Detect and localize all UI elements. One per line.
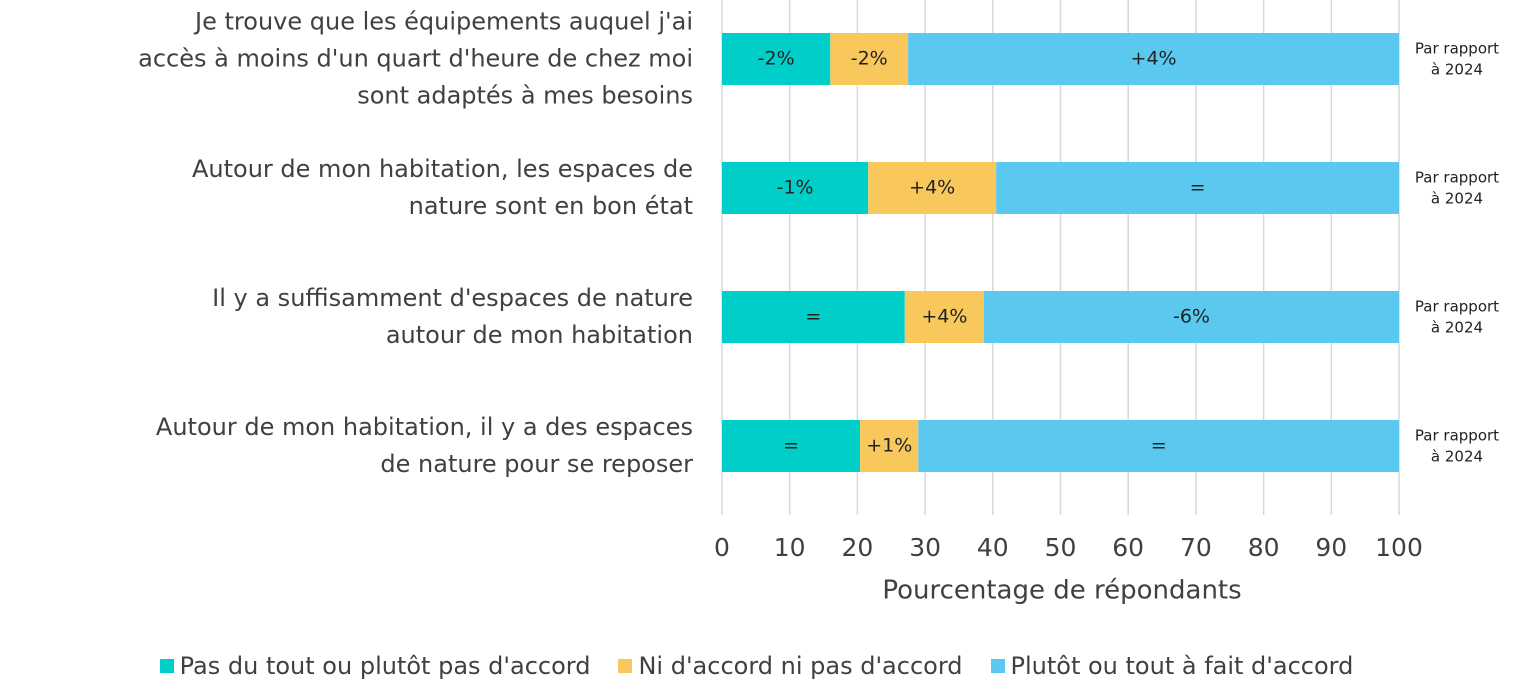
change-label: = xyxy=(805,306,821,328)
x-tick-label: 80 xyxy=(1248,533,1280,562)
category-label: Je trouve que les équipements auquel j'a… xyxy=(138,7,693,110)
x-tick-label: 70 xyxy=(1180,533,1212,562)
x-tick-label: 100 xyxy=(1375,533,1423,562)
legend-label: Pas du tout ou plutôt pas d'accord xyxy=(179,652,591,680)
bar-segment xyxy=(983,291,1399,343)
legend-label: Ni d'accord ni pas d'accord xyxy=(638,652,963,680)
x-tick-label: 10 xyxy=(774,533,806,562)
bar-segment xyxy=(860,420,919,472)
annotation: à 2024 xyxy=(1431,319,1483,337)
x-tick-label: 90 xyxy=(1315,533,1347,562)
bar-segment xyxy=(722,162,869,214)
bar-segment xyxy=(830,33,909,85)
bar-segment xyxy=(868,162,997,214)
legend: Pas du tout ou plutôt pas d'accord Ni d'a… xyxy=(0,652,1513,680)
bar-segment xyxy=(722,420,861,472)
x-tick-label: 0 xyxy=(714,533,730,562)
annotation: à 2024 xyxy=(1431,448,1483,466)
change-label: = xyxy=(783,435,799,457)
x-axis-title: Pourcentage de répondants xyxy=(882,576,1241,606)
legend-item: Pas du tout ou plutôt pas d'accord xyxy=(159,652,591,680)
legend-item: Ni d'accord ni pas d'accord xyxy=(618,652,963,680)
bar-segment xyxy=(722,291,905,343)
annotation: Par rapport xyxy=(1415,40,1499,58)
legend-swatch xyxy=(990,659,1005,673)
x-tick-label: 20 xyxy=(841,533,873,562)
bar-segment xyxy=(908,33,1399,85)
category-label: Autour de mon habitation, il y a des esp… xyxy=(155,413,693,478)
change-label: -2% xyxy=(758,48,795,70)
x-tick-label: 50 xyxy=(1045,533,1077,562)
annotation: Par rapport xyxy=(1415,298,1499,316)
legend-swatch xyxy=(618,659,633,673)
change-label: -2% xyxy=(851,48,888,70)
legend-item: Plutôt ou tout à fait d'accord xyxy=(990,652,1354,680)
category-label: Autour de mon habitation, les espaces de… xyxy=(192,155,693,220)
legend-swatch xyxy=(159,659,174,673)
x-tick-label: 40 xyxy=(977,533,1009,562)
annotation: à 2024 xyxy=(1431,61,1483,79)
bar-segment xyxy=(996,162,1399,214)
change-label: +4% xyxy=(921,306,967,328)
x-tick-label: 60 xyxy=(1112,533,1144,562)
change-label: = xyxy=(1190,177,1206,199)
change-label: -6% xyxy=(1173,306,1210,328)
bar-segment xyxy=(722,33,831,85)
category-label: Il y a suffisamment d'espaces de nature … xyxy=(212,284,693,349)
annotation: à 2024 xyxy=(1431,190,1483,208)
change-label: +4% xyxy=(1131,48,1177,70)
change-label: +4% xyxy=(909,177,955,199)
annotation: Par rapport xyxy=(1415,169,1499,187)
x-tick-label: 30 xyxy=(909,533,941,562)
change-label: = xyxy=(1151,435,1167,457)
bar-segment xyxy=(918,420,1399,472)
change-label: -1% xyxy=(777,177,814,199)
bar-segment xyxy=(904,291,984,343)
legend-label: Plutôt ou tout à fait d'accord xyxy=(1010,652,1354,680)
annotation: Par rapport xyxy=(1415,427,1499,445)
change-label: +1% xyxy=(866,435,912,457)
